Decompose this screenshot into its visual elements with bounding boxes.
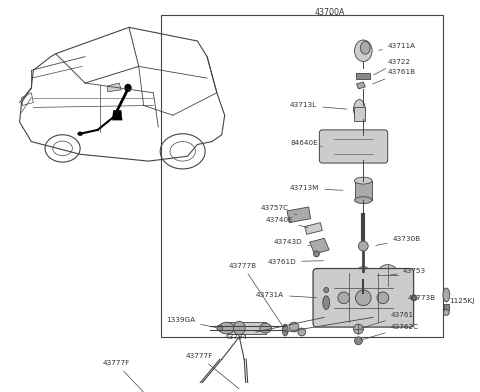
Ellipse shape xyxy=(359,241,368,251)
Text: 84640E: 84640E xyxy=(290,140,322,147)
Ellipse shape xyxy=(313,251,319,257)
Ellipse shape xyxy=(443,288,450,302)
Ellipse shape xyxy=(243,384,251,392)
Ellipse shape xyxy=(357,267,370,280)
Text: 43713M: 43713M xyxy=(290,185,343,191)
Text: 43761D: 43761D xyxy=(268,259,324,265)
Text: 43740E: 43740E xyxy=(265,217,308,228)
Bar xyxy=(161,15,444,337)
Ellipse shape xyxy=(298,328,306,336)
Bar xyxy=(355,181,372,200)
Ellipse shape xyxy=(282,324,288,336)
Polygon shape xyxy=(112,110,122,120)
Text: 43743D: 43743D xyxy=(274,239,310,246)
Ellipse shape xyxy=(377,265,398,286)
Ellipse shape xyxy=(355,177,372,184)
Ellipse shape xyxy=(444,310,449,316)
Text: 46773B: 46773B xyxy=(407,295,435,301)
Bar xyxy=(357,73,370,79)
Text: 43753: 43753 xyxy=(390,269,425,275)
Text: 1339GA: 1339GA xyxy=(166,317,216,328)
Text: 43777B: 43777B xyxy=(228,263,284,328)
Ellipse shape xyxy=(217,325,223,331)
Ellipse shape xyxy=(289,322,299,332)
Polygon shape xyxy=(287,207,311,223)
Ellipse shape xyxy=(219,322,234,334)
Text: 43761B: 43761B xyxy=(373,69,416,84)
Ellipse shape xyxy=(324,288,329,292)
Ellipse shape xyxy=(356,290,371,306)
Text: 43761: 43761 xyxy=(361,312,414,328)
Bar xyxy=(444,304,449,310)
Ellipse shape xyxy=(377,292,389,304)
Ellipse shape xyxy=(383,270,393,280)
Text: 43730B: 43730B xyxy=(376,236,421,245)
Polygon shape xyxy=(305,223,322,234)
Bar xyxy=(354,107,365,121)
Text: 43777F: 43777F xyxy=(103,360,145,392)
Ellipse shape xyxy=(323,296,330,310)
Ellipse shape xyxy=(338,292,349,304)
Ellipse shape xyxy=(78,132,83,136)
Ellipse shape xyxy=(355,40,372,62)
Text: 43777F: 43777F xyxy=(186,354,239,389)
Text: 1125KJ: 1125KJ xyxy=(446,298,475,304)
Ellipse shape xyxy=(360,42,370,54)
Text: 43713L: 43713L xyxy=(290,102,347,109)
Bar xyxy=(227,322,265,334)
Ellipse shape xyxy=(125,84,132,92)
Ellipse shape xyxy=(411,295,417,301)
Ellipse shape xyxy=(260,323,272,333)
Text: 43757C: 43757C xyxy=(261,205,297,215)
Polygon shape xyxy=(310,238,329,254)
Polygon shape xyxy=(108,83,121,92)
Text: 43700A: 43700A xyxy=(315,8,345,17)
Text: 43731A: 43731A xyxy=(256,292,317,298)
Text: 43794: 43794 xyxy=(225,328,248,340)
Text: 43762C: 43762C xyxy=(361,324,419,340)
FancyBboxPatch shape xyxy=(319,130,388,163)
Ellipse shape xyxy=(354,100,365,119)
Ellipse shape xyxy=(355,337,362,345)
FancyBboxPatch shape xyxy=(313,269,414,327)
Polygon shape xyxy=(357,82,365,89)
Ellipse shape xyxy=(355,197,372,203)
Text: 43722: 43722 xyxy=(373,58,411,75)
Text: 43711A: 43711A xyxy=(379,43,416,50)
Ellipse shape xyxy=(233,321,245,335)
Ellipse shape xyxy=(354,324,363,334)
Ellipse shape xyxy=(192,384,200,392)
